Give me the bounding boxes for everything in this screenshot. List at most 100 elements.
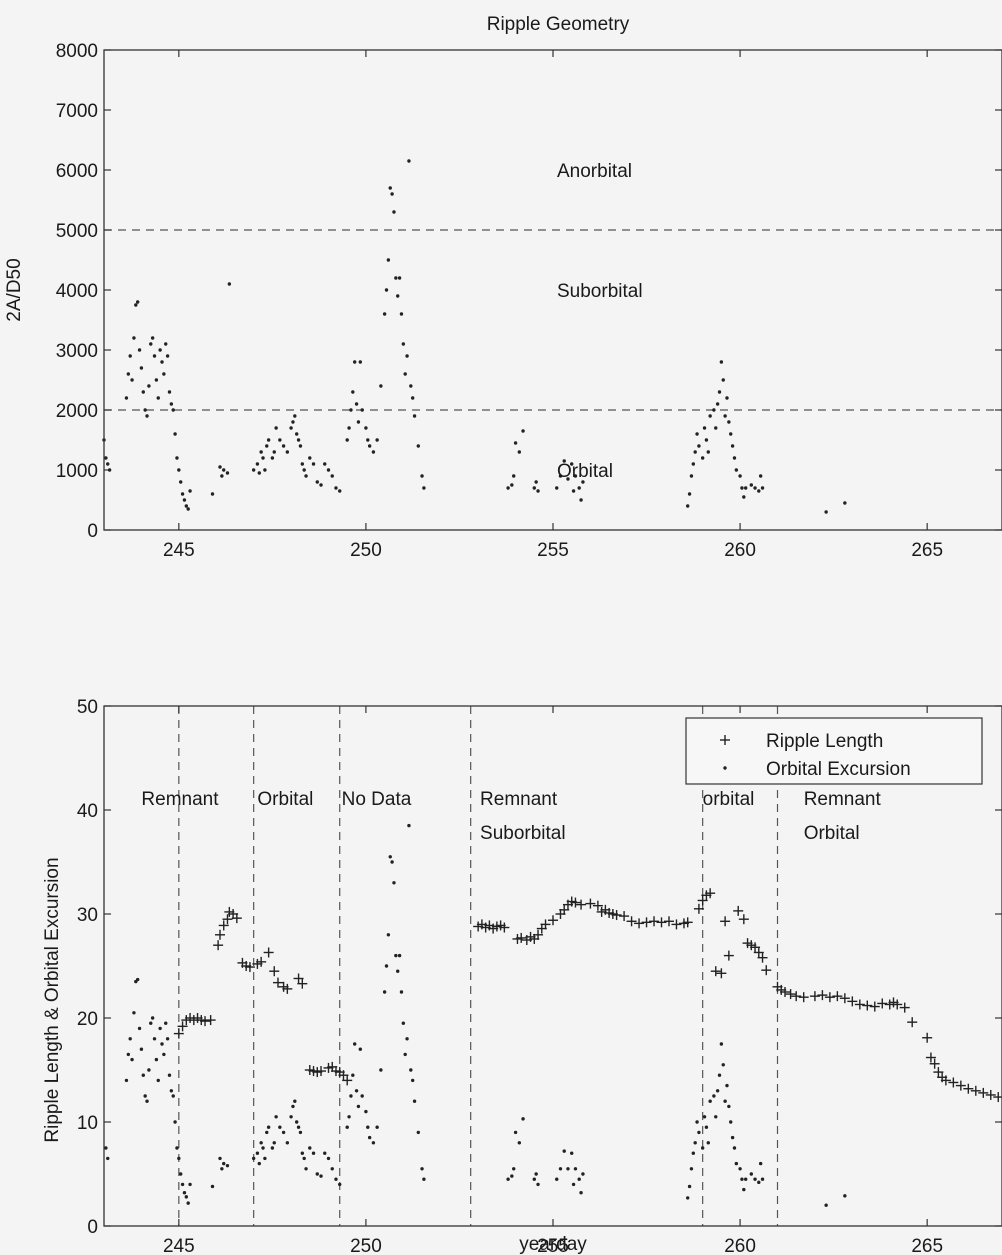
ripple-length-point [716,968,727,979]
data-point [757,489,761,493]
data-point [186,1201,190,1205]
data-point [293,414,297,418]
data-point [296,1125,301,1129]
data-point [179,1172,183,1176]
top-threshold-lines [104,229,1002,411]
data-point [294,432,299,436]
data-point [562,459,566,463]
data-point [738,1167,742,1171]
data-point [536,1182,540,1187]
data-point [366,1125,370,1129]
ripple-length-point [985,1089,996,1100]
data-point [126,372,131,376]
data-point [162,1052,166,1057]
data-point [173,432,177,436]
data-point [717,390,722,394]
data-point [407,159,411,163]
data-point [725,396,729,400]
data-point [570,462,574,466]
data-point [570,1151,574,1155]
ripple-length-point [791,991,802,1002]
data-point [150,336,155,340]
data-point [702,426,707,430]
ripple-length-point [293,973,304,984]
ripple-length-point [869,1001,880,1012]
regime-label: Suborbital [480,823,566,844]
x-tick-label: 265 [911,1236,943,1255]
bottom-regime-dividers [178,706,779,1226]
data-point [304,1167,308,1171]
data-point [382,312,387,316]
data-point [717,1073,722,1077]
data-point [139,1047,144,1051]
data-point [512,474,516,478]
data-point [384,964,389,968]
data-point [345,1125,349,1129]
data-point [700,456,705,460]
data-point [302,468,306,472]
data-point [566,1167,570,1171]
ripple-length-point [619,911,630,922]
y-tick-label: 6000 [56,161,98,182]
x-tick-label: 250 [350,1236,382,1255]
data-point [534,1172,538,1176]
ripple-length-point [269,966,280,977]
data-point [555,1177,559,1181]
ripple-length-point [720,916,731,927]
data-point [184,504,189,508]
x-tick-label: 265 [911,540,943,561]
data-point [169,1089,174,1093]
data-point [263,1156,267,1161]
data-point [156,396,160,400]
data-point [723,414,727,418]
data-point [164,1021,168,1025]
data-point [300,1151,305,1155]
data-point [143,408,147,412]
ripple-length-point [499,922,510,933]
data-point [182,498,187,502]
ripple-length-point [705,888,716,899]
data-point [259,1141,263,1145]
ripple-length-point [548,915,558,926]
data-point [139,366,144,370]
ripple-length-point [697,895,708,906]
data-point [358,1047,363,1051]
data-point [147,1068,151,1072]
data-point [308,456,312,460]
y-tick-label: 8000 [56,41,98,62]
y-tick-label: 30 [77,905,98,926]
data-point [379,384,383,388]
data-point [706,1141,710,1145]
data-point [347,1115,351,1119]
data-point [714,1115,718,1119]
ripple-length-point [231,913,242,924]
bottom-regime-labels: Remnant Orbital No Data Remnant Suborbital or… [141,789,881,844]
data-point [356,420,361,424]
data-point [326,468,331,472]
data-point [175,456,179,460]
data-point [749,483,754,487]
data-point [150,1016,155,1020]
data-point [227,282,232,286]
y-tick-label: 4000 [56,281,98,302]
data-point [315,480,319,484]
ripple-length-point [656,917,667,928]
data-point [354,1089,359,1093]
bottom-panel-length-excursion: Ripple Length & Orbital Excursion yearda… [42,697,1002,1255]
ripple-length-point [213,940,224,951]
ripple-length-point [929,1058,940,1069]
data-point [732,456,737,460]
ripple-length-point [316,1066,327,1077]
data-point [581,480,585,484]
data-point [725,1083,729,1088]
data-point [323,1151,327,1155]
ripple-length-point [297,978,308,989]
ripple-length-point [750,942,761,953]
data-point [571,1182,576,1187]
data-point [270,1146,275,1150]
y-tick-label: 40 [77,801,98,822]
data-point [169,402,174,406]
data-point [167,390,172,394]
data-point [266,1125,271,1129]
ripple-length-point [733,905,744,916]
